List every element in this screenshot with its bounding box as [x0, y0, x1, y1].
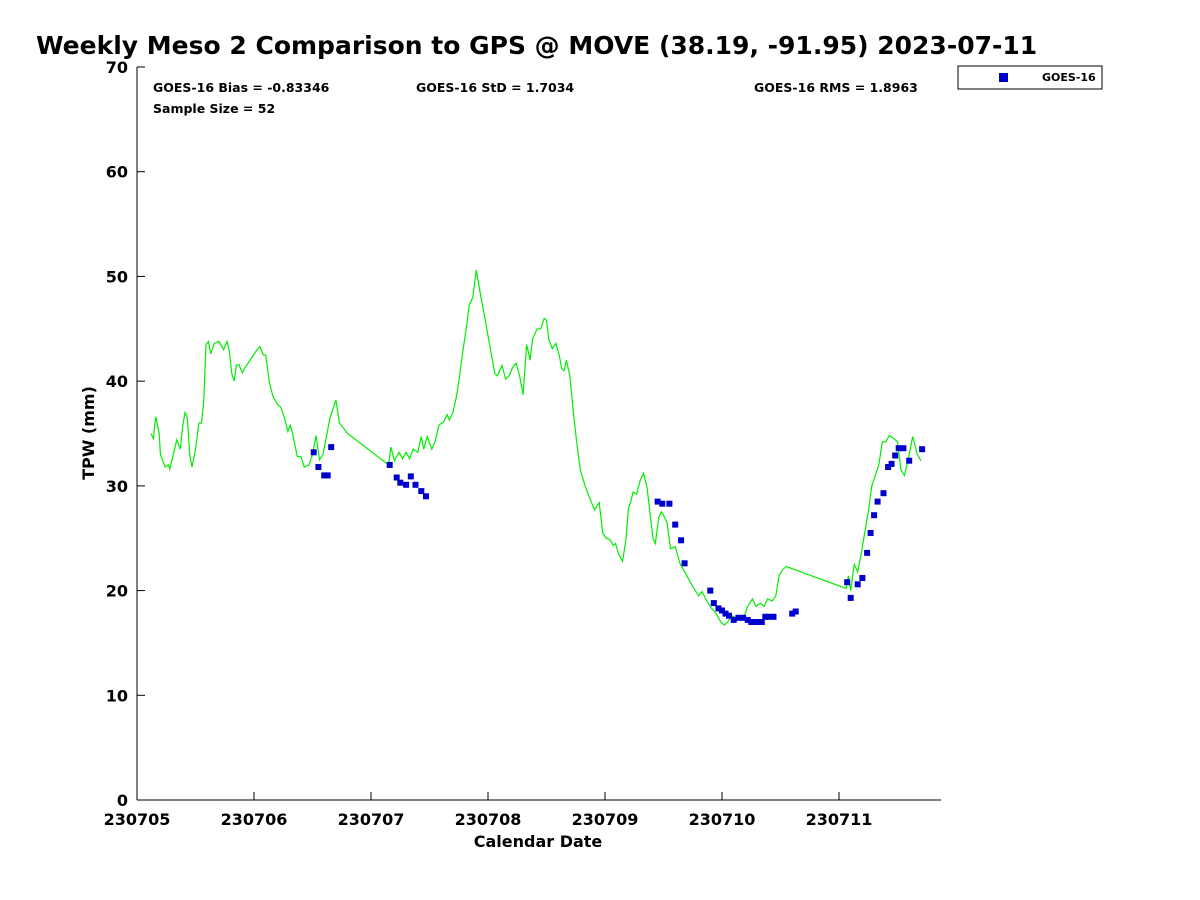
axis-ticks: 0 10 20 30 40 50 60 70 230705 230706 230707 230708 2…: [104, 58, 873, 829]
legend-label-goes-16: GOES-16: [1042, 71, 1096, 84]
y-tick-label: 0: [117, 791, 128, 810]
x-tick-label: 230708: [455, 810, 522, 829]
stat-sample-size: Sample Size = 52: [153, 101, 275, 116]
goes-16-point: [770, 613, 777, 620]
goes-16-point: [666, 500, 673, 507]
y-tick-label: 60: [106, 163, 128, 182]
goes-16-point: [321, 472, 328, 479]
legend: GOES-16: [957, 65, 1103, 90]
goes-16-point: [847, 594, 854, 601]
goes-16-point: [386, 461, 393, 468]
goes-16-point: [758, 619, 765, 625]
goes-16-point: [854, 581, 861, 588]
x-axis-label: Calendar Date: [474, 832, 603, 851]
goes-16-point: [328, 444, 335, 451]
legend-marker-goes-16: [999, 73, 1008, 82]
goes-16-point: [730, 616, 737, 623]
goes-16-point: [324, 472, 331, 479]
goes-16-point: [762, 613, 769, 620]
goes-16-point: [867, 530, 874, 536]
goes-16-point: [719, 607, 725, 614]
chart-title: Weekly Meso 2 Comparison to GPS @ MOVE (…: [36, 31, 1037, 60]
goes-16-point: [407, 473, 414, 480]
goes-16-point: [844, 579, 851, 586]
goes-16-point: [871, 512, 878, 519]
y-tick-label: 50: [106, 267, 128, 286]
goes-16-point: [789, 610, 796, 617]
goes-16-point: [403, 481, 410, 488]
y-axis-label: TPW (mm): [79, 386, 98, 480]
y-tick-label: 20: [106, 582, 128, 601]
x-tick-label: 230706: [221, 810, 288, 829]
goes-16-point: [740, 614, 747, 621]
data-layer: [150, 269, 926, 626]
goes-16-point: [654, 498, 661, 505]
legend-box: [957, 65, 1103, 90]
goes-16-point: [874, 498, 881, 505]
goes-16-point: [892, 452, 899, 459]
goes-16-point: [748, 619, 755, 625]
stat-bias: GOES-16 Bias = -0.83346: [153, 80, 330, 95]
goes-16-point: [681, 560, 688, 567]
goes-16-point: [397, 479, 404, 486]
goes-16-point: [707, 587, 714, 594]
goes-16-point: [393, 474, 400, 481]
x-tick-label: 230711: [806, 810, 873, 829]
goes-16-point: [895, 445, 902, 452]
y-tick-label: 30: [106, 477, 128, 496]
goes-16-point: [765, 613, 772, 620]
goes-16-point: [755, 619, 762, 625]
x-tick-label: 230709: [572, 810, 639, 829]
goes-16-point: [906, 457, 913, 464]
goes-16-point: [418, 488, 425, 495]
axes: [136, 67, 941, 801]
goes-16-point: [792, 608, 799, 615]
plot-area: 0 10 20 30 40 50 60 70 230705 230706 230707 230708 2…: [104, 58, 941, 829]
goes-16-point: [735, 614, 742, 621]
goes-16-point: [859, 575, 866, 581]
y-tick-label: 70: [106, 58, 128, 77]
x-tick-label: 230707: [338, 810, 405, 829]
goes-16-point: [310, 449, 317, 456]
goes-16-point: [412, 481, 419, 488]
y-tick-label: 40: [106, 372, 128, 391]
goes-16-point: [751, 619, 758, 625]
goes-16-point: [744, 616, 751, 623]
goes-16-point: [722, 610, 729, 617]
x-tick-label: 230710: [689, 810, 756, 829]
gps-tpw-line: [150, 269, 922, 626]
goes-16-point: [919, 446, 926, 453]
stat-std: GOES-16 StD = 1.7034: [416, 80, 574, 95]
goes-16-point: [900, 445, 907, 452]
goes-16-point: [885, 464, 892, 470]
x-tick-label: 230705: [104, 810, 171, 829]
goes-16-point: [880, 490, 887, 497]
goes-16-point: [315, 464, 322, 470]
goes-16-point: [672, 521, 679, 528]
goes-16-point: [659, 500, 666, 507]
goes-16-point: [888, 460, 895, 467]
goes-16-point: [726, 612, 732, 619]
goes-16-point: [715, 605, 722, 612]
goes-16-point: [864, 549, 871, 556]
y-tick-label: 10: [106, 686, 128, 705]
stat-rms: GOES-16 RMS = 1.8963: [754, 80, 918, 95]
goes-16-point: [678, 537, 685, 544]
goes-16-point: [423, 493, 429, 500]
goes-16-point: [710, 600, 717, 607]
